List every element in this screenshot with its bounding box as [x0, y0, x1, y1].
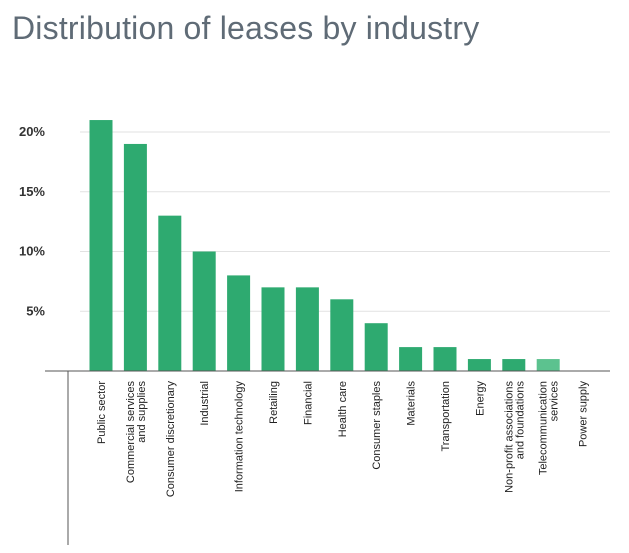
- category-label-line: Consumer staples: [371, 381, 383, 470]
- category-label: Energy: [474, 381, 486, 416]
- bars: Public sector: 21% Commercial services an…: [89, 120, 560, 371]
- category-label-line: and foundations: [514, 381, 526, 460]
- category-label-line: Retailing: [268, 381, 280, 424]
- category-label: Non-profit associations and foundations: [503, 381, 526, 493]
- category-label-line: Public sector: [96, 381, 108, 444]
- category-label: Industrial: [199, 381, 211, 426]
- chart-title: Distribution of leases by industry: [12, 10, 480, 46]
- category-label-line: services: [549, 381, 561, 422]
- category-label: Transportation: [440, 381, 452, 452]
- bar: Industrial: 10%: [192, 251, 216, 371]
- bar: Commercial services and supplies: 19%: [123, 143, 147, 371]
- category-label: Commercial services and supplies: [125, 381, 148, 484]
- bar: Energy: 1%: [467, 359, 491, 371]
- y-tick-label: 5%: [26, 303, 45, 318]
- bar: Transportation: 2%: [433, 347, 457, 371]
- bar: Materials: 2%: [399, 347, 423, 371]
- bar: Retailing: 7%: [261, 287, 285, 371]
- category-label: Materials: [406, 381, 418, 426]
- category-labels: Public sector Commercial services and supp…: [96, 381, 590, 498]
- category-label-line: Materials: [406, 381, 418, 426]
- category-label: Consumer staples: [371, 381, 383, 470]
- y-tick-label: 15%: [19, 184, 45, 199]
- y-axis-ticks: 5% 10% 15% 20%: [19, 124, 45, 318]
- category-label-line: Transportation: [440, 381, 452, 452]
- category-label-line: Commercial services: [125, 381, 137, 484]
- bar: Health care: 6%: [330, 299, 354, 371]
- category-label-line: Energy: [474, 381, 486, 416]
- y-tick-label: 10%: [19, 244, 45, 259]
- category-label: Retailing: [268, 381, 280, 424]
- bar: Consumer staples: 4%: [364, 323, 388, 371]
- category-label: Consumer discretionary: [165, 381, 177, 498]
- category-label-line: Telecommunication: [538, 381, 550, 475]
- bar: Information technology: 8%: [227, 275, 251, 371]
- bar: Financial: 7%: [295, 287, 319, 371]
- category-label-line: Consumer discretionary: [165, 381, 177, 498]
- category-label-line: Industrial: [199, 381, 211, 426]
- category-label: Public sector: [96, 381, 108, 444]
- category-label-line: Health care: [337, 381, 349, 437]
- category-label-line: and supplies: [136, 381, 148, 443]
- bar: Non-profit associations and foundations:…: [502, 359, 526, 371]
- category-label: Power supply: [578, 381, 590, 448]
- category-label: Health care: [337, 381, 349, 437]
- axes: [45, 370, 610, 545]
- y-tick-label: 20%: [19, 124, 45, 139]
- category-label-line: Financial: [302, 381, 314, 425]
- bar: Consumer discretionary: 13%: [158, 215, 182, 371]
- bar: Public sector: 21%: [89, 120, 113, 371]
- category-label: Telecommunication services: [538, 381, 561, 476]
- category-label: Information technology: [234, 381, 246, 493]
- category-label: Financial: [302, 381, 314, 425]
- category-label-line: Non-profit associations: [503, 381, 515, 493]
- category-label-line: Information technology: [234, 381, 246, 493]
- bar: Telecommunication services: 1%: [536, 359, 560, 371]
- category-label-line: Power supply: [578, 381, 590, 448]
